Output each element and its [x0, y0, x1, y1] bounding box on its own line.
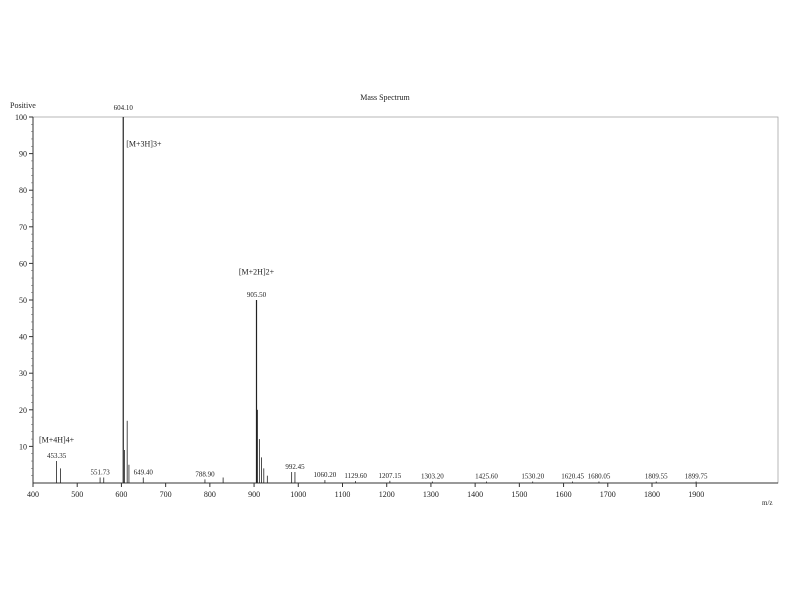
x-tick-label: 900 — [248, 490, 260, 499]
y-tick-label: 90 — [19, 150, 27, 159]
peak-label: 1425.60 — [475, 473, 498, 481]
x-tick-label: 400 — [27, 490, 39, 499]
x-tick-label: 1400 — [467, 490, 483, 499]
x-tick-label: 500 — [71, 490, 83, 499]
peak-label: 1060.20 — [314, 471, 337, 479]
peak-label: 453.35 — [47, 452, 67, 460]
x-tick-label: 1000 — [290, 490, 306, 499]
x-tick-label: 1900 — [688, 490, 704, 499]
y-axis-label: Positive — [10, 101, 36, 110]
x-tick-label: 600 — [115, 490, 127, 499]
x-axis-label: m/z — [762, 499, 773, 507]
peak-label: 1303.20 — [421, 473, 444, 481]
peak-label: 604.10 — [114, 104, 134, 112]
peak-label: 1680.05 — [588, 473, 611, 481]
peak-label: 1129.60 — [344, 472, 367, 480]
y-tick-label: 50 — [19, 296, 27, 305]
chart-title: Mass Spectrum — [360, 93, 410, 102]
x-tick-label: 1700 — [600, 490, 616, 499]
x-tick-label: 1600 — [556, 490, 572, 499]
peak-label: 1620.45 — [561, 473, 584, 481]
y-tick-label: 10 — [19, 442, 27, 451]
peak-label: 905.50 — [247, 291, 267, 299]
x-tick-label: 1200 — [379, 490, 395, 499]
peak-label: 649.40 — [134, 469, 154, 477]
peak-label: 1809.55 — [645, 473, 668, 481]
y-tick-label: 70 — [19, 223, 27, 232]
x-tick-label: 1800 — [644, 490, 660, 499]
peak-label: 1207.15 — [378, 472, 401, 480]
y-tick-label: 60 — [19, 259, 27, 268]
peak-annotation: [M+3H]3+ — [126, 139, 162, 148]
y-tick-label: 30 — [19, 369, 27, 378]
peak-label: 1530.20 — [521, 473, 544, 481]
plot-frame — [32, 116, 779, 484]
peak-label: 551.73 — [90, 469, 110, 477]
x-tick-label: 700 — [160, 490, 172, 499]
y-tick-label: 40 — [19, 333, 27, 342]
y-tick-label: 80 — [19, 186, 27, 195]
x-tick-label: 800 — [204, 490, 216, 499]
peak-label: 992.45 — [285, 463, 305, 471]
peak-label: 788.90 — [195, 470, 215, 478]
peak-annotation: [M+4H]4+ — [39, 436, 75, 445]
x-tick-label: 1100 — [335, 490, 351, 499]
x-tick-label: 1500 — [511, 490, 527, 499]
peak-label: 1899.75 — [685, 473, 708, 481]
y-tick-label: 20 — [19, 406, 27, 415]
y-tick-label: 100 — [15, 113, 27, 122]
x-tick-label: 1300 — [423, 490, 439, 499]
peak-annotation: [M+2H]2+ — [239, 267, 275, 276]
